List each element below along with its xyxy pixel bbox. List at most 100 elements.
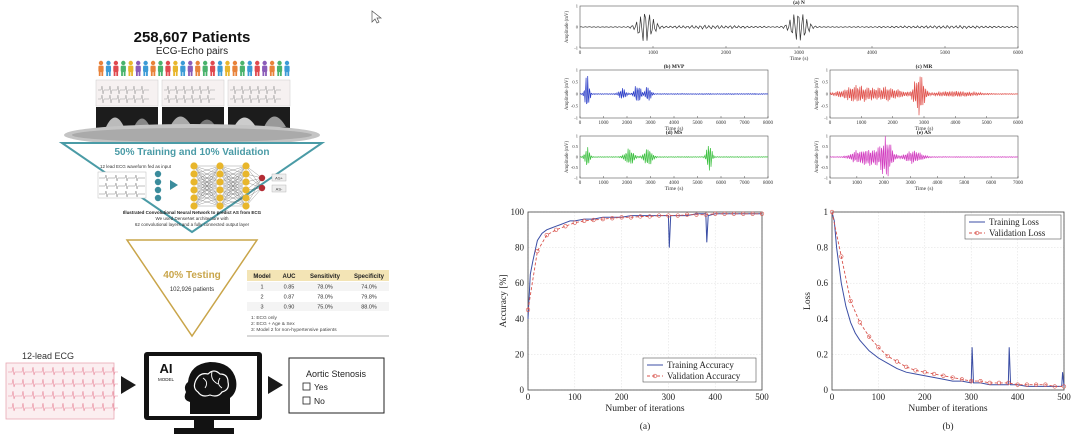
validation-point <box>544 233 549 238</box>
person-icon <box>128 60 134 76</box>
validation-point <box>619 215 624 220</box>
x-tick-label: 200 <box>615 392 629 402</box>
table-note: 2: ECG + Age & Sex <box>251 321 295 327</box>
neuron <box>216 186 224 194</box>
signal-panel-signal-mr: (c) MR 0 1000 2000 3000 4000 5000 6000 -1 -0.5 0 0.… <box>815 63 1024 132</box>
chart-caption: (b) <box>942 421 953 432</box>
plot-frame <box>831 211 1065 391</box>
y-tick-label: 0 <box>826 92 829 97</box>
person-leg <box>202 71 205 76</box>
x-tick-label: 5000 <box>959 181 970 186</box>
person-icon <box>224 60 231 76</box>
signal-panel-signal-ms: (d) MS 0 1000 2000 3000 4000 5000 6000 7000 8000 -… <box>565 129 774 192</box>
person-head <box>210 60 215 66</box>
cnn-caption-line-1: We used DenseNet architecture with <box>156 216 229 221</box>
y-axis-label: Loss <box>803 292 813 310</box>
signal-trace <box>829 76 1019 116</box>
person-leg <box>121 71 123 76</box>
person-head <box>158 60 163 66</box>
y-tick-label: 40 <box>515 314 525 324</box>
cnn-illustration: 12 lead ECG waveform fed as input AS+ AS… <box>97 162 287 210</box>
yes-option-label: Yes <box>314 382 328 392</box>
validation-point <box>731 211 737 216</box>
y-axis-label: Amplitude (mV) <box>565 78 570 111</box>
person-leg <box>287 71 290 76</box>
person-icon <box>187 60 193 76</box>
person-leg <box>213 71 215 76</box>
person-leg <box>188 71 190 76</box>
table-header-model: Model <box>253 274 271 280</box>
ecg-input-label: 12 lead ECG waveform fed as input <box>100 164 172 169</box>
table-header-row <box>247 270 389 281</box>
person-leg <box>175 71 178 76</box>
network-edge <box>219 165 247 207</box>
person-leg <box>195 71 198 76</box>
person-body <box>113 65 119 73</box>
person-icon <box>276 60 283 76</box>
network-edge <box>219 197 247 207</box>
validation-point <box>959 377 965 382</box>
y-tick-label: 1 <box>576 4 578 9</box>
validation-point <box>638 214 643 219</box>
x-tick-label: 0 <box>579 181 582 186</box>
person-body <box>157 65 164 73</box>
validation-point <box>876 345 881 350</box>
x-axis-label: Time (s) <box>915 185 934 192</box>
y-tick-label: 1 <box>826 134 828 139</box>
neuron <box>216 162 224 170</box>
patients-title: 258,607 Patients <box>134 29 251 46</box>
x-tick-label: 500 <box>1057 392 1071 402</box>
legend-label-training: Training Accuracy <box>667 360 734 370</box>
person-icon <box>157 60 164 76</box>
y-tick-label: -0.5 <box>571 104 579 109</box>
legend-box <box>642 357 757 383</box>
neuron <box>154 178 162 186</box>
validation-point <box>885 354 890 359</box>
table-cell: 79.8% <box>361 295 377 301</box>
ecg-trace <box>8 390 118 400</box>
ecg-paper <box>5 362 115 420</box>
person-icon <box>217 60 223 76</box>
y-tick-label: 60 <box>515 278 525 288</box>
person-icon <box>254 60 260 76</box>
ai-ecg-infographic: 258,607 Patients ECG-Echo pairs <box>5 10 389 434</box>
neuron <box>216 170 224 178</box>
person-leg <box>255 71 257 76</box>
y-tick-label: 20 <box>515 349 525 359</box>
person-head <box>232 60 238 66</box>
plot-frame <box>527 211 763 391</box>
network-edge <box>193 197 221 207</box>
y-tick-label: -1 <box>824 176 828 181</box>
neuron <box>190 178 198 186</box>
network-edge <box>245 177 263 199</box>
cnn-caption-line-2: 62 convolutional layers and a fully conn… <box>135 222 250 227</box>
ecg-trace <box>8 402 118 412</box>
person-head <box>277 60 282 66</box>
validation-point <box>741 211 746 216</box>
person-leg <box>183 71 186 76</box>
neuron <box>242 194 250 202</box>
person-leg <box>250 71 252 76</box>
validation-point <box>703 212 708 217</box>
person-icon <box>269 60 275 76</box>
person-head <box>262 60 267 66</box>
neuron <box>258 174 266 182</box>
person-body <box>195 65 201 73</box>
table-cell: 0.87 <box>284 295 295 301</box>
x-tick-label: 2000 <box>721 51 732 56</box>
y-tick-label: -1 <box>574 46 578 51</box>
person-leg <box>153 71 156 76</box>
table-header-auc: AUC <box>283 274 297 280</box>
person-icon <box>195 60 201 76</box>
person-leg <box>180 71 183 76</box>
person-leg <box>108 71 111 76</box>
validation-point <box>750 211 755 216</box>
y-tick-label: 0.8 <box>817 243 829 253</box>
x-tick-label: 400 <box>708 392 722 402</box>
person-icon <box>180 60 186 76</box>
network-edge <box>219 165 247 191</box>
person-head <box>173 60 178 66</box>
network-edge <box>193 165 221 175</box>
